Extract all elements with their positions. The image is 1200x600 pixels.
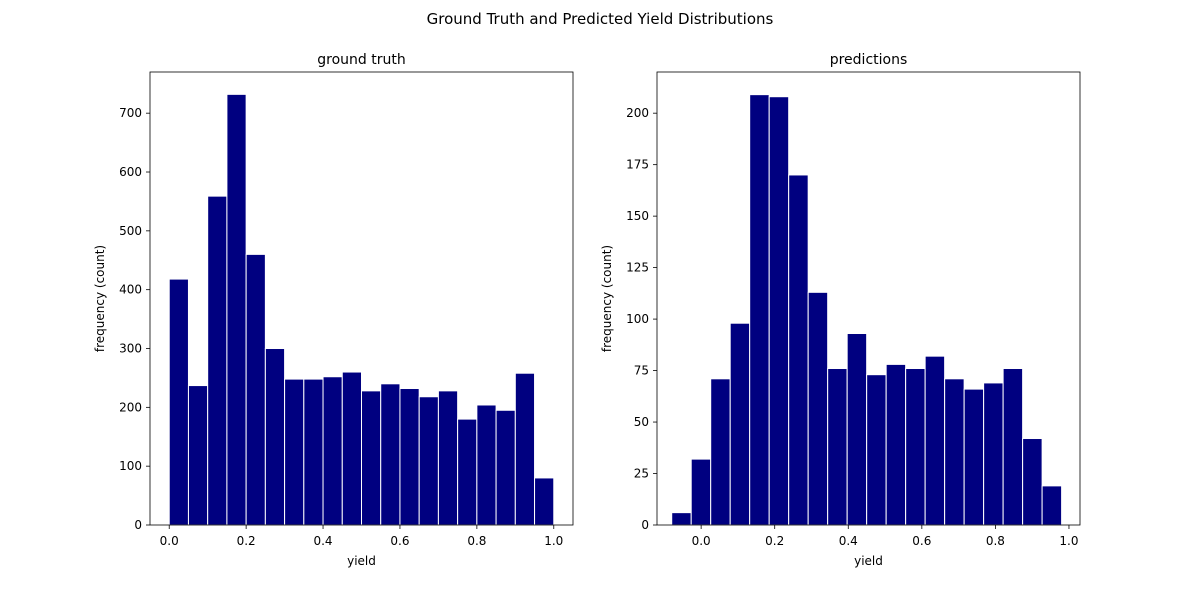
x-tick-label: 0.0 <box>692 534 711 548</box>
histogram-bar <box>885 363 907 526</box>
y-axis-label: frequency (count) <box>600 245 614 352</box>
histogram-bar <box>807 291 829 526</box>
histogram-bar <box>690 458 712 526</box>
y-axis-label: frequency (count) <box>93 245 107 352</box>
y-tick-label: 100 <box>119 459 142 473</box>
y-tick-label: 700 <box>119 106 142 120</box>
x-tick-label: 0.4 <box>313 534 332 548</box>
y-tick-label: 0 <box>134 518 142 532</box>
y-tick-label: 0 <box>641 518 649 532</box>
y-tick-label: 600 <box>119 165 142 179</box>
x-tick-label: 0.6 <box>912 534 931 548</box>
histogram-bar <box>1002 368 1024 526</box>
x-tick-label: 0.2 <box>237 534 256 548</box>
histogram-bar <box>495 409 516 526</box>
y-tick-label: 150 <box>626 209 649 223</box>
histogram-bar <box>944 378 965 526</box>
y-tick-label: 50 <box>634 415 649 429</box>
histogram-bar <box>1041 485 1063 526</box>
histogram-bar <box>924 355 946 526</box>
axes-frame <box>149 71 574 526</box>
x-tick-label: 0.8 <box>467 534 486 548</box>
histogram-bar <box>476 404 497 526</box>
histogram-bar <box>983 382 1004 526</box>
histogram-bar <box>245 253 266 526</box>
histogram-bar <box>437 390 459 526</box>
histogram-bar <box>361 390 382 526</box>
x-tick-label: 0.2 <box>765 534 784 548</box>
histogram-bar <box>226 93 247 526</box>
y-tick-label: 175 <box>626 158 649 172</box>
x-tick-label: 0.6 <box>390 534 409 548</box>
x-tick-label: 0.8 <box>986 534 1005 548</box>
histogram-ground-truth: 0.0 0.2 0.4 0.6 0.8 1.0 0 100 200 300 400 500 600 700… <box>93 52 574 568</box>
histogram-bar <box>207 195 228 526</box>
histogram-bar <box>322 376 343 526</box>
x-axis-label: yield <box>854 554 883 568</box>
histogram-bar <box>905 368 926 526</box>
panel-title: ground truth <box>317 52 405 68</box>
x-axis-label: yield <box>347 554 376 568</box>
panel-title: predictions <box>830 52 908 68</box>
figure-title: Ground Truth and Predicted Yield Distrib… <box>427 10 774 28</box>
histogram-bar <box>768 96 790 526</box>
histogram-bar <box>827 368 848 526</box>
y-tick-label: 200 <box>119 400 142 414</box>
histogram-bar <box>729 322 751 526</box>
histogram-bar <box>710 378 731 526</box>
histogram-bar <box>963 388 985 526</box>
histogram-bar <box>846 333 868 526</box>
histogram-bar <box>1022 438 1043 526</box>
histogram-bar <box>457 418 478 526</box>
histogram-bar <box>380 383 401 526</box>
histogram-bar <box>284 378 305 526</box>
y-tick-label: 400 <box>119 283 142 297</box>
y-tick-label: 300 <box>119 342 142 356</box>
histogram-bar <box>749 94 770 526</box>
histogram-bar <box>418 396 439 526</box>
x-tick-label: 0.0 <box>160 534 179 548</box>
x-tick-label: 1.0 <box>544 534 563 548</box>
y-tick-label: 100 <box>626 312 649 326</box>
y-tick-label: 500 <box>119 224 142 238</box>
histogram-bar <box>514 372 536 526</box>
histogram-bar <box>187 385 209 526</box>
y-tick-label: 25 <box>634 467 649 481</box>
histogram-bar <box>168 278 189 526</box>
histogram-bar <box>788 174 809 526</box>
histogram-bar <box>264 348 286 526</box>
histogram-bar <box>534 477 555 526</box>
axes-frame <box>656 71 1081 526</box>
histogram-bar <box>866 374 887 526</box>
histogram-predictions: 0.0 0.2 0.4 0.6 0.8 1.0 0 25 50 75 100 125 150 175 200… <box>600 52 1081 568</box>
y-tick-label: 200 <box>626 106 649 120</box>
histogram-bar <box>671 512 692 526</box>
x-tick-label: 0.4 <box>839 534 858 548</box>
x-tick-label: 1.0 <box>1059 534 1078 548</box>
histogram-bar <box>303 378 324 526</box>
histogram-bar <box>399 388 420 526</box>
histogram-bar <box>341 371 363 526</box>
y-tick-label: 125 <box>626 261 649 275</box>
y-tick-label: 75 <box>634 364 649 378</box>
